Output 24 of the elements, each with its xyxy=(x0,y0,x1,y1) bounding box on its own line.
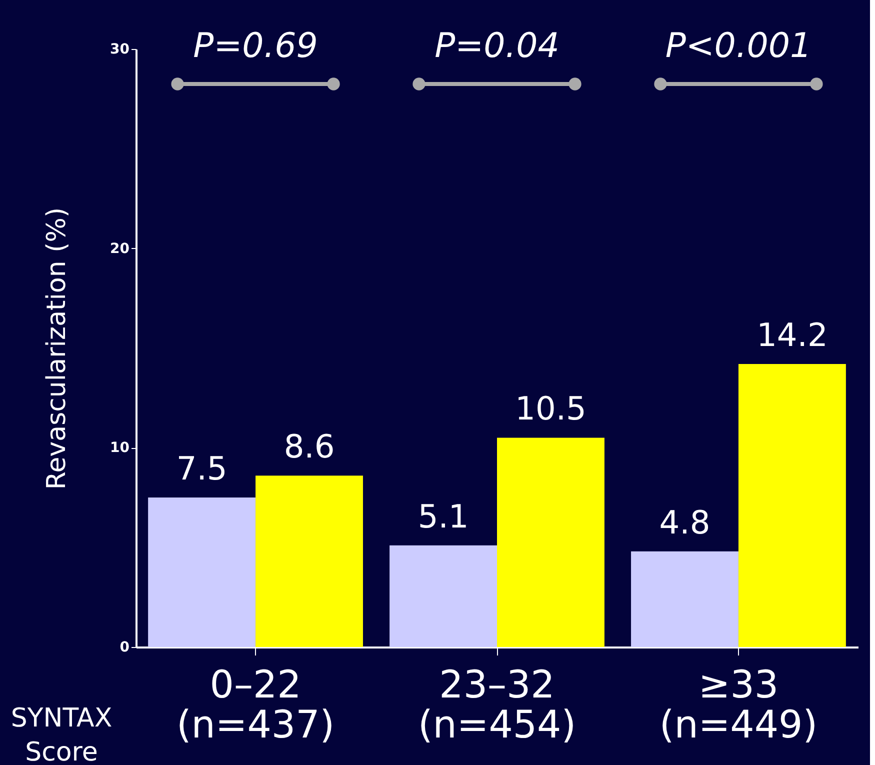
data-label: 5.1 xyxy=(418,497,469,536)
y-tick-label: 0 xyxy=(120,640,130,656)
x-tick-label: 0–22 (n=437) xyxy=(176,662,335,746)
data-label: 14.2 xyxy=(756,316,828,354)
annotation: P<0.001 xyxy=(665,26,812,66)
bar xyxy=(738,364,846,647)
data-label: 7.5 xyxy=(176,450,228,488)
x-axis-title: SYNTAX Score xyxy=(10,704,112,765)
x-tick-label: ≥33 (n=449) xyxy=(659,662,818,746)
x-tick-label: 23–32 (n=454) xyxy=(418,662,576,746)
bar xyxy=(497,438,604,647)
y-tick-label: 20 xyxy=(110,240,130,257)
data-label: 8.6 xyxy=(284,428,335,466)
annotation: P=0.04 xyxy=(434,26,560,66)
y-tick-label: 30 xyxy=(110,42,130,58)
data-label: 4.8 xyxy=(659,503,710,542)
y-axis-title: Revascularization (%) xyxy=(42,207,72,490)
bar xyxy=(148,498,256,647)
bar xyxy=(631,551,738,647)
bar xyxy=(390,545,497,647)
data-label: 10.5 xyxy=(515,390,586,428)
y-tick-label: 10 xyxy=(110,440,130,456)
bar xyxy=(256,476,363,647)
annotation: P=0.69 xyxy=(193,26,318,66)
